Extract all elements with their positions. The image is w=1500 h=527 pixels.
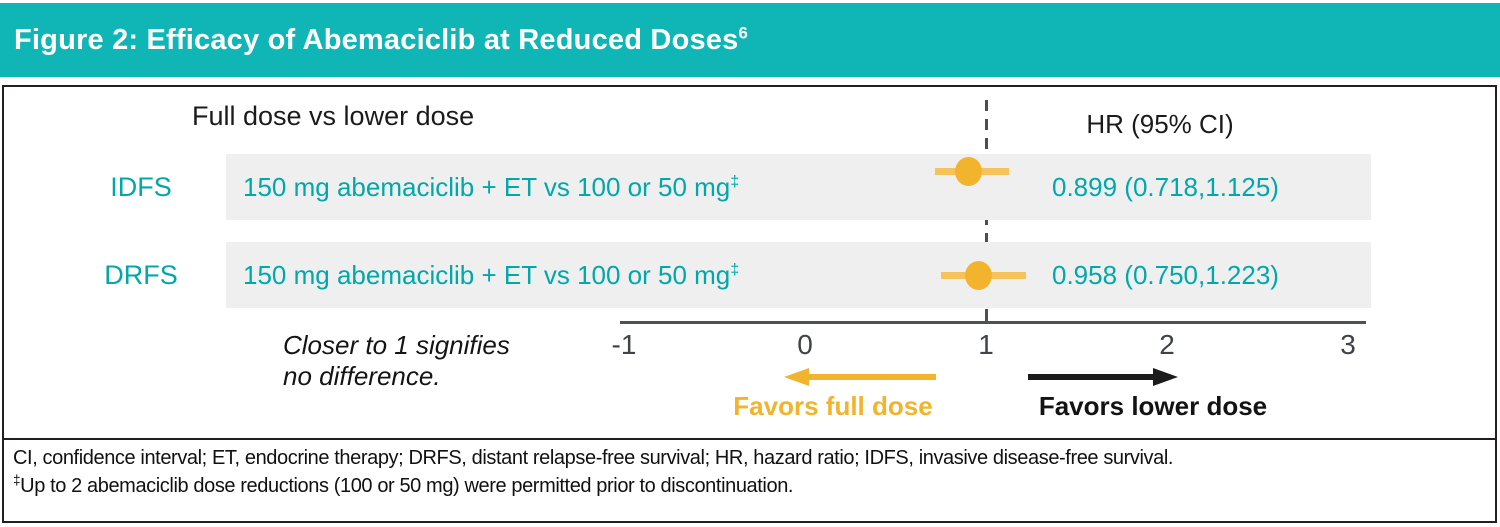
dagger-superscript: ‡	[730, 172, 740, 191]
figure-title-bar: Figure 2: Efficacy of Abemaciclib at Red…	[0, 3, 1500, 77]
footnote-dose-reductions-text: Up to 2 abemaciclib dose reductions (100…	[20, 475, 794, 497]
row-label-drfs: DRFS	[104, 260, 178, 290]
row-comparison-text: 150 mg abemaciclib + ET vs 100 or 50 mg	[243, 260, 731, 290]
axis-tick-label: 0	[797, 329, 813, 360]
row-comparison-text: 150 mg abemaciclib + ET vs 100 or 50 mg	[243, 172, 731, 202]
figure-title: Figure 2: Efficacy of Abemaciclib at Red…	[14, 3, 748, 77]
hr-value-drfs: 0.958 (0.750,1.223)	[1052, 260, 1279, 290]
dagger-superscript: ‡	[13, 472, 21, 488]
favors-lower-dose-arrow-icon	[1153, 368, 1178, 386]
row-comparison-drfs: 150 mg abemaciclib + ET vs 100 or 50 mg‡	[243, 242, 739, 308]
annotation-note: Closer to 1 signifies no difference.	[283, 330, 593, 392]
axis-tick-label: -1	[611, 329, 637, 360]
row-strip-drfs	[226, 242, 1371, 308]
annotation-line-2: no difference.	[283, 361, 441, 391]
row-label-idfs: IDFS	[110, 172, 172, 202]
x-axis-tick-at-1	[985, 309, 988, 321]
favors-full-dose-arrow-icon	[784, 368, 809, 386]
footnote-dose-reductions: ‡Up to 2 abemaciclib dose reductions (10…	[13, 472, 794, 498]
x-axis-line	[620, 321, 1366, 324]
row-comparison-idfs: 150 mg abemaciclib + ET vs 100 or 50 mg‡	[243, 154, 739, 220]
favors-lower-dose-label: Favors lower dose	[1038, 391, 1268, 421]
comparison-column-header: Full dose vs lower dose	[192, 101, 475, 131]
axis-tick-label: 2	[1159, 329, 1175, 360]
hr-value-idfs: 0.899 (0.718,1.125)	[1052, 172, 1279, 202]
favors-lower-dose-arrow-shaft	[1028, 374, 1154, 380]
dagger-superscript: ‡	[730, 260, 740, 279]
footnote-abbreviations: CI, confidence interval; ET, endocrine t…	[13, 447, 1174, 469]
favors-full-dose-label: Favors full dose	[733, 391, 933, 421]
annotation-line-1: Closer to 1 signifies	[283, 330, 510, 360]
footnote-separator-line	[2, 438, 1497, 440]
axis-tick-label: 3	[1340, 329, 1356, 360]
hr-column-header: HR (95% CI)	[1086, 109, 1234, 139]
axis-tick-label: 1	[978, 329, 994, 360]
hr-point-marker-idfs	[954, 157, 982, 186]
favors-full-dose-arrow-shaft	[808, 374, 936, 380]
x-axis-tick-labels: -1 0 1 2 3	[0, 329, 1500, 365]
figure-title-text: Figure 2: Efficacy of Abemaciclib at Red…	[14, 24, 739, 56]
figure-title-reference-superscript: 6	[738, 23, 749, 43]
row-strip-idfs	[226, 154, 1371, 220]
hr-point-marker-drfs	[965, 261, 993, 290]
